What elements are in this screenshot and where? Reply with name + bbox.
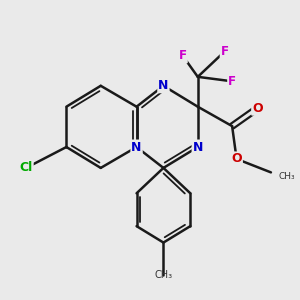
Text: N: N <box>131 140 142 154</box>
Text: N: N <box>193 140 203 154</box>
Text: Cl: Cl <box>20 161 33 174</box>
Text: N: N <box>158 79 169 92</box>
Text: F: F <box>221 45 229 58</box>
Text: O: O <box>252 102 263 115</box>
Text: CH₃: CH₃ <box>154 270 172 280</box>
Text: F: F <box>179 50 187 62</box>
Text: O: O <box>231 152 242 166</box>
Text: F: F <box>228 75 236 88</box>
Text: CH₃: CH₃ <box>278 172 295 182</box>
